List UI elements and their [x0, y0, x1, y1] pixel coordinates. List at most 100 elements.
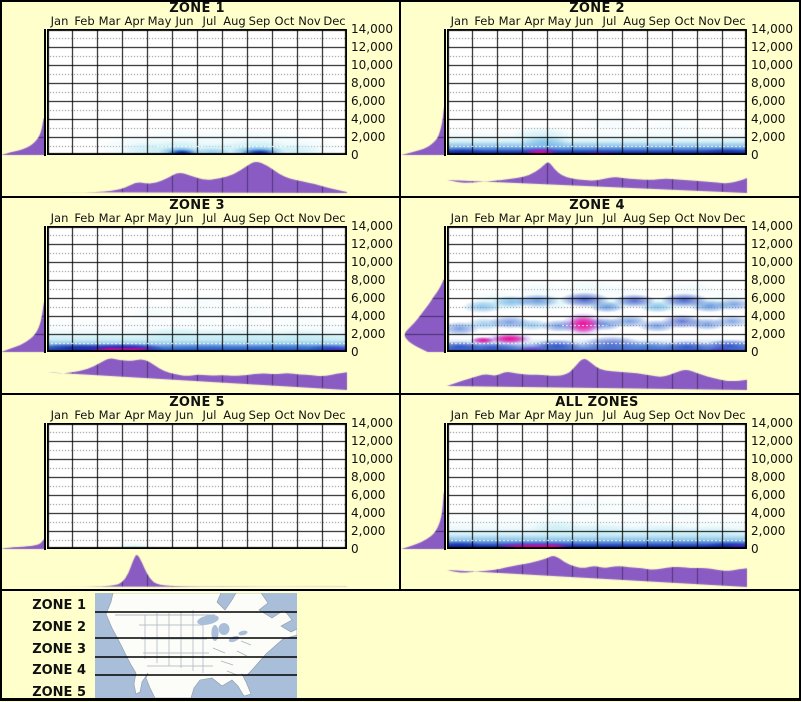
- month-label: Jun: [575, 211, 594, 225]
- month-label: Dec: [723, 14, 746, 28]
- grid-solid-layer: [47, 423, 347, 549]
- month-axis: Jan Feb Mar Apr May Jun Jul Aug Sep Oct Nov Dec: [447, 409, 747, 422]
- heatmap-plot: [447, 29, 747, 155]
- value-tick-label: 6,000: [351, 94, 386, 108]
- value-tick-label: 10,000: [751, 255, 793, 269]
- value-tick-label: 8,000: [751, 273, 786, 287]
- month-label: Dec: [323, 14, 346, 28]
- value-axis-line: [44, 29, 46, 156]
- month-label: Jan: [50, 408, 69, 422]
- border-right: [799, 0, 801, 701]
- value-tick-label: 0: [351, 148, 359, 162]
- heatmap-plot: [47, 226, 347, 352]
- left-density-curve: [0, 423, 44, 550]
- legend-label-zone-5: ZONE 5: [32, 685, 86, 701]
- value-tick-label: 6,000: [751, 291, 786, 305]
- bottom-density-curve: [444, 156, 748, 194]
- month-label: Jul: [202, 211, 217, 225]
- grid-solid-layer: [47, 29, 347, 155]
- month-label: Feb: [474, 211, 495, 225]
- month-label: Jul: [602, 408, 617, 422]
- value-axis: 14,000 12,000 10,000 8,000 6,000 4,000 2,000 0: [351, 197, 399, 394]
- zone-legend: ZONE 1 ZONE 2 ZONE 3 ZONE 4 ZONE 5: [0, 590, 801, 701]
- value-tick-label: 6,000: [751, 488, 786, 502]
- month-label: Oct: [674, 408, 695, 422]
- value-tick-label: 4,000: [751, 112, 786, 126]
- us-map-svg: [95, 592, 298, 699]
- month-label: Aug: [223, 408, 246, 422]
- month-label: Apr: [524, 408, 545, 422]
- value-tick-label: 8,000: [351, 76, 386, 90]
- value-tick-label: 10,000: [751, 58, 793, 72]
- value-tick-label: 10,000: [351, 255, 393, 269]
- month-label: Jul: [602, 14, 617, 28]
- value-tick-label: 10,000: [351, 452, 393, 466]
- map-landmass: [105, 592, 298, 699]
- month-label: Sep: [248, 408, 271, 422]
- divider-row-3: [0, 589, 801, 591]
- month-label: Jul: [202, 14, 217, 28]
- value-tick-label: 8,000: [351, 470, 386, 484]
- month-label: Jun: [575, 408, 594, 422]
- value-axis-line: [44, 226, 46, 353]
- month-label: Oct: [274, 14, 295, 28]
- panel-zone-5: ZONE 5 Jan Feb Mar Apr May Jun Jul Aug Sep Oct Nov D…: [0, 394, 400, 591]
- border-left: [0, 0, 2, 701]
- value-tick-label: 6,000: [751, 94, 786, 108]
- value-tick-label: 8,000: [751, 470, 786, 484]
- month-label: Jun: [175, 211, 194, 225]
- bottom-density-curve: [44, 550, 348, 588]
- month-label: Nov: [698, 14, 721, 28]
- month-label: Aug: [623, 14, 646, 28]
- value-tick-label: 2,000: [351, 327, 386, 341]
- value-tick-label: 4,000: [351, 506, 386, 520]
- month-label: Nov: [698, 408, 721, 422]
- value-tick-label: 4,000: [351, 112, 386, 126]
- value-tick-label: 14,000: [351, 219, 393, 233]
- month-label: Mar: [498, 408, 521, 422]
- heatmap-plot: [447, 226, 747, 352]
- month-label: Aug: [223, 211, 246, 225]
- panel-title: ALL ZONES: [555, 395, 639, 410]
- us-zone-map: [95, 592, 298, 699]
- value-tick-label: 12,000: [751, 237, 793, 251]
- month-label: Dec: [323, 211, 346, 225]
- month-axis: Jan Feb Mar Apr May Jun Jul Aug Sep Oct Nov Dec: [47, 409, 347, 422]
- month-label: Jun: [175, 408, 194, 422]
- month-label: Aug: [223, 14, 246, 28]
- panel-title: ZONE 2: [569, 1, 625, 16]
- value-tick-label: 0: [351, 345, 359, 359]
- month-label: Jan: [450, 408, 469, 422]
- month-label: Feb: [74, 408, 95, 422]
- month-label: Mar: [498, 14, 521, 28]
- value-tick-label: 4,000: [751, 506, 786, 520]
- map-zone-boundary-lines: [95, 611, 297, 676]
- legend-label-zone-3: ZONE 3: [32, 641, 86, 657]
- bottom-density-curve: [444, 353, 748, 391]
- value-tick-label: 8,000: [751, 76, 786, 90]
- heatmap-plot: [47, 423, 347, 549]
- legend-label-zone-2: ZONE 2: [32, 619, 86, 635]
- value-tick-label: 14,000: [751, 416, 793, 430]
- value-tick-label: 2,000: [351, 130, 386, 144]
- month-label: Apr: [124, 211, 145, 225]
- value-tick-label: 12,000: [351, 40, 393, 54]
- value-tick-label: 8,000: [351, 273, 386, 287]
- month-label: Oct: [674, 14, 695, 28]
- value-tick-label: 0: [751, 148, 759, 162]
- value-axis-line: [444, 423, 446, 550]
- value-tick-label: 2,000: [351, 524, 386, 538]
- value-tick-label: 2,000: [751, 130, 786, 144]
- value-axis: 14,000 12,000 10,000 8,000 6,000 4,000 2,000 0: [351, 394, 399, 591]
- left-density-curve: [0, 226, 44, 353]
- month-label: Jul: [602, 211, 617, 225]
- value-tick-label: 6,000: [351, 291, 386, 305]
- panel-title: ZONE 5: [169, 395, 225, 410]
- month-label: May: [147, 408, 172, 422]
- month-label: May: [147, 14, 172, 28]
- month-label: Dec: [723, 211, 746, 225]
- heatmap-plot: [447, 423, 747, 549]
- month-label: Apr: [524, 14, 545, 28]
- month-axis: Jan Feb Mar Apr May Jun Jul Aug Sep Oct Nov Dec: [47, 15, 347, 28]
